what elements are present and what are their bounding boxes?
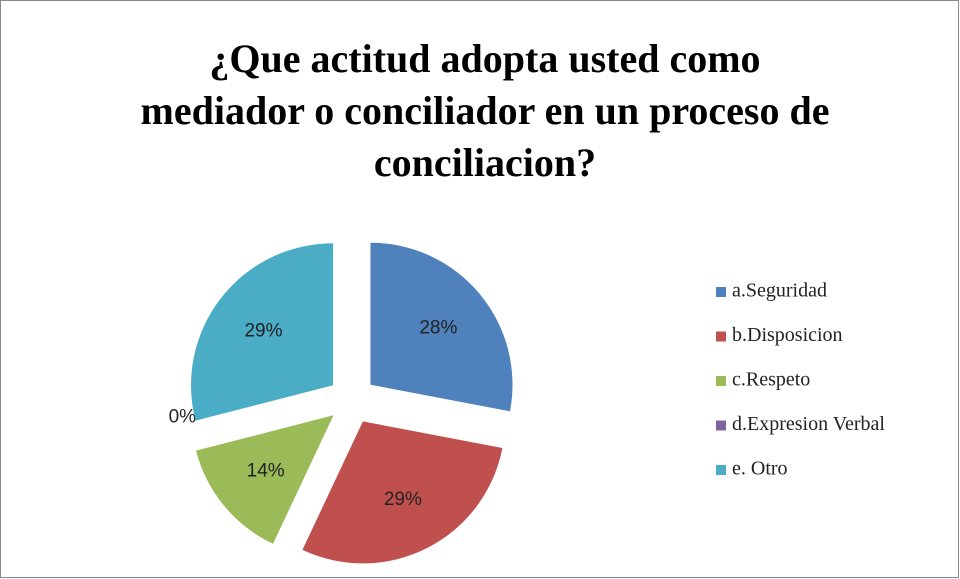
pie-slice [302, 421, 503, 564]
legend-label: c.Respeto [732, 369, 810, 391]
data-label: 0% [169, 406, 197, 427]
pie-slice [370, 242, 513, 412]
legend-swatch [716, 331, 726, 342]
chart-title: mediador o conciliador en un proceso de [141, 88, 830, 133]
data-label: 28% [419, 318, 457, 339]
legend-label: a.Seguridad [732, 280, 827, 302]
legend-label: e. Otro [732, 458, 788, 480]
legend-label: b.Disposicion [732, 324, 843, 346]
pie-slice [191, 243, 334, 421]
legend-swatch [716, 420, 726, 431]
legend-label: d.Expresion Verbal [732, 413, 885, 435]
chart-title: ¿Que actitud adopta usted como [209, 36, 760, 81]
data-label: 14% [247, 460, 285, 481]
pie-slice [195, 415, 334, 544]
data-label: 29% [384, 489, 422, 510]
legend-swatch [716, 465, 726, 475]
legend-swatch [716, 376, 726, 386]
chart-title: conciliacion? [374, 140, 596, 185]
legend-swatch [716, 287, 726, 297]
data-label: 29% [244, 320, 282, 341]
